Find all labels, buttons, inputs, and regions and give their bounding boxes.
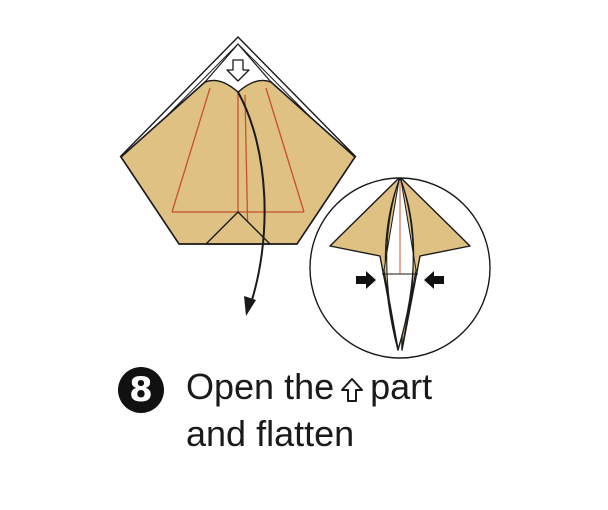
open-curve-arrow xyxy=(237,91,266,307)
main-fold-figure xyxy=(119,36,357,316)
instruction-line-1: Open the part xyxy=(186,366,432,408)
open-curve-arrowhead-icon xyxy=(244,296,256,316)
back-layer-outline xyxy=(119,36,357,158)
detail-inset-figure xyxy=(309,177,491,359)
instruction-line-2: and flatten xyxy=(186,413,355,454)
step-number-badge: 8 xyxy=(118,367,164,413)
push-right-arrow-icon xyxy=(356,271,376,289)
up-arrow-outline-icon xyxy=(341,378,364,402)
instruction-suffix: part xyxy=(370,366,433,407)
push-left-arrow-icon xyxy=(424,271,444,289)
right-inner-panel xyxy=(400,179,417,349)
instruction-prefix: Open the xyxy=(186,366,335,407)
left-inner-panel xyxy=(383,179,400,349)
push-down-arrow-icon xyxy=(226,59,250,82)
